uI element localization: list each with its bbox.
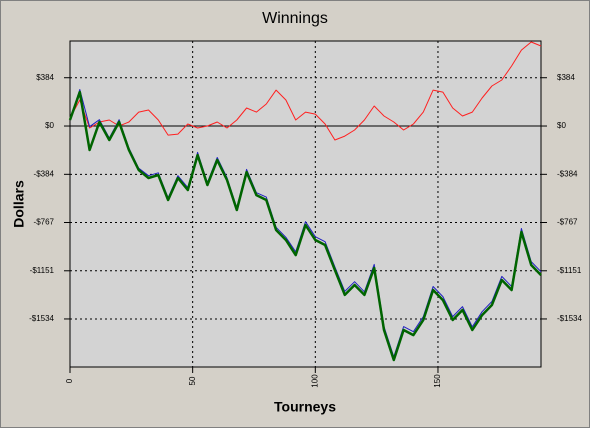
y-tick-label: -$384 — [34, 169, 55, 178]
chart-title: Winnings — [262, 10, 328, 27]
series-line — [69, 41, 542, 141]
plot-area — [69, 40, 542, 368]
y-tick-label-right: -$1534 — [557, 314, 582, 323]
y-tick-label: $0 — [45, 121, 54, 130]
series-line — [69, 89, 542, 358]
y-tick-label-right: -$1151 — [557, 266, 582, 275]
y-tick-label-right: -$384 — [557, 169, 578, 178]
y-axis-label: Dollars — [11, 180, 27, 228]
x-axis-label: Tourneys — [274, 399, 336, 415]
y-tick-label: -$1534 — [29, 314, 54, 323]
x-tick-label: 150 — [433, 374, 442, 388]
x-tick-label: 100 — [310, 374, 319, 388]
y-tick-label-right: -$767 — [557, 218, 578, 227]
y-tick-label-right: $0 — [557, 121, 566, 130]
series-line — [68, 90, 542, 362]
y-tick-label: -$1151 — [30, 266, 55, 275]
x-tick-label: 50 — [188, 376, 197, 385]
x-tick-label: 0 — [65, 378, 74, 383]
y-tick-label: -$767 — [34, 218, 55, 227]
y-tick-label: $384 — [36, 73, 54, 82]
y-tick-label-right: $384 — [557, 73, 575, 82]
